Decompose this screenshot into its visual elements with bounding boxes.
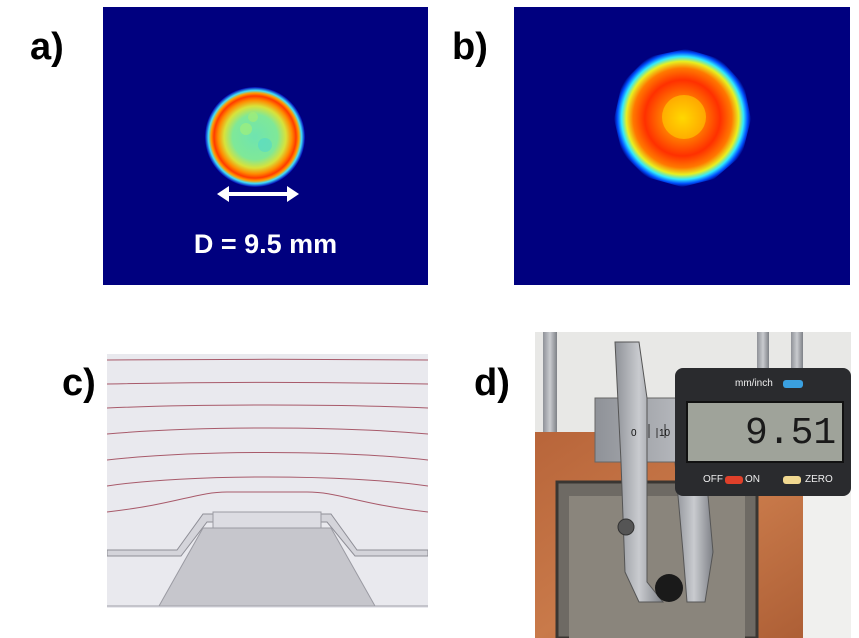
on-label: ON	[745, 474, 760, 485]
spot-heatmap-image	[614, 49, 751, 187]
panel-label-b: b)	[452, 26, 488, 68]
mask-profile	[107, 513, 428, 557]
caliper-fixed-jaw	[614, 341, 665, 603]
scale-number-0: 0	[631, 428, 637, 439]
zero-button	[783, 476, 801, 484]
lcd-screen	[686, 401, 844, 463]
simulation-panel	[107, 354, 428, 608]
panel-label-a: a)	[30, 26, 64, 68]
display-reading: 9.51	[745, 412, 837, 455]
diameter-label: D = 9.5 mm	[193, 229, 338, 259]
sample-disc	[655, 574, 683, 602]
heatmap-spot-panel	[514, 7, 850, 285]
caliper-photo-panel: mm/inch 9.51 OFF ON ZERO 0 10	[535, 332, 851, 638]
off-label: OFF	[703, 474, 723, 485]
ring-spot	[205, 87, 305, 187]
ring-heatmap-image	[205, 87, 305, 202]
heatmap-ring-panel: D = 9.5 mm	[103, 7, 428, 285]
caliper-photo	[535, 332, 851, 638]
scale-number-10: 10	[659, 428, 671, 439]
mm-inch-label: mm/inch	[735, 378, 773, 389]
field-lines	[107, 358, 428, 513]
double-arrow-icon	[217, 186, 299, 202]
panel-label-c: c)	[62, 362, 96, 404]
zero-label: ZERO	[805, 474, 833, 485]
simulation-cross-section	[107, 354, 428, 608]
cavity-top	[212, 511, 322, 529]
panel-label-d: d)	[474, 362, 510, 404]
off-on-button	[725, 476, 743, 484]
mm-inch-button	[783, 380, 803, 388]
